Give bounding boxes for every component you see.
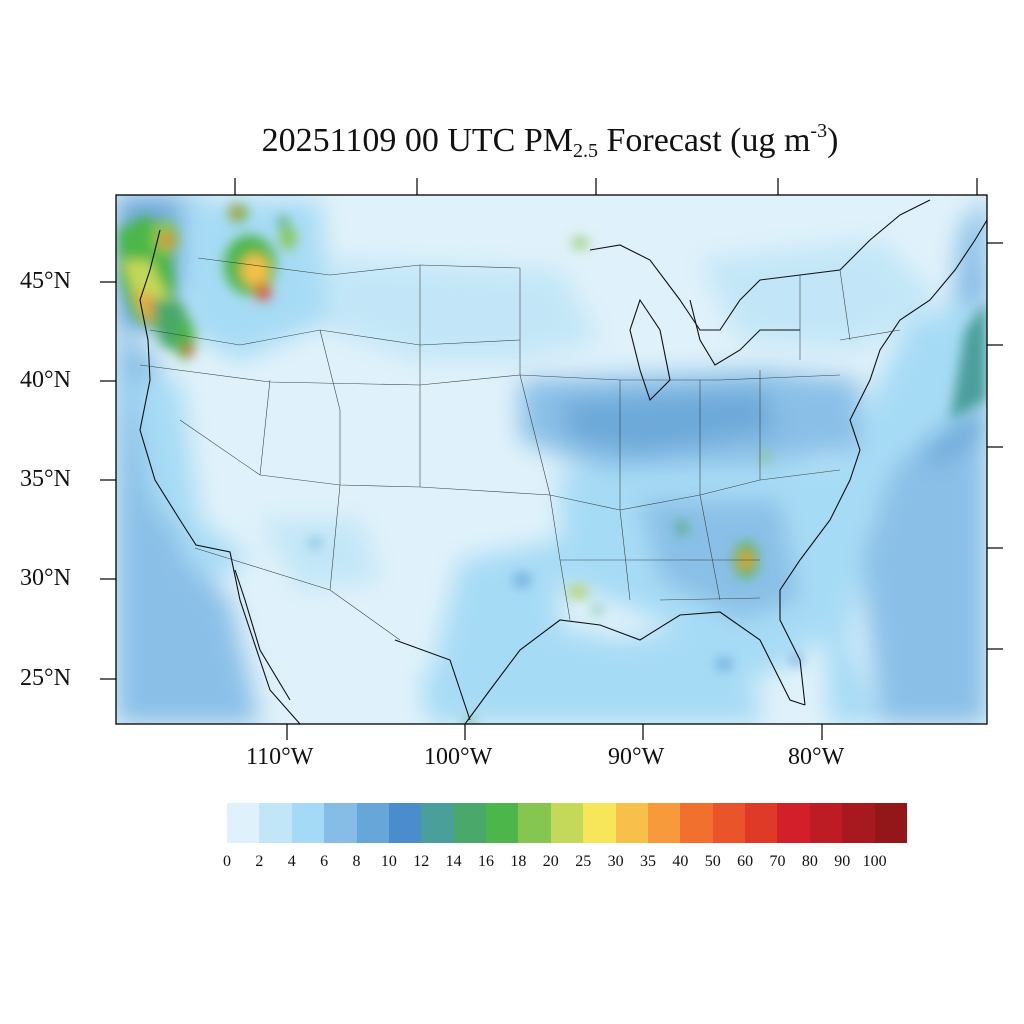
legend-swatch (421, 803, 454, 843)
title-superscript: -3 (810, 120, 828, 142)
legend-swatch (518, 803, 551, 843)
legend-tick-label: 0 (223, 853, 231, 870)
legend-swatch (291, 803, 325, 843)
legend-tick-label: 2 (255, 853, 264, 870)
lat-label-25: 25°N (20, 665, 71, 691)
title-subscript: 2.5 (572, 140, 598, 162)
left-ticks (100, 281, 116, 680)
top-ticks (234, 178, 978, 195)
legend-tick-label: 70 (769, 853, 786, 870)
legend-swatch (874, 803, 907, 843)
legend-tick-label: 10 (380, 853, 397, 870)
legend-swatch (388, 803, 422, 843)
title-middle: Forecast (ug m (597, 122, 811, 159)
right-ticks (987, 242, 1003, 650)
lon-label-110: 110°W (246, 744, 314, 770)
lat-label-30: 30°N (20, 565, 71, 591)
legend-swatch (712, 803, 745, 843)
title-prefix: 20251109 00 UTC PM (261, 122, 573, 159)
legend-tick-label: 35 (639, 853, 656, 870)
color-legend (227, 803, 907, 843)
bottom-ticks (286, 724, 823, 740)
state-boundaries (139, 257, 901, 641)
lon-label-80: 80°W (788, 744, 845, 770)
legend-swatch (680, 803, 713, 843)
legend-tick-label: 60 (737, 853, 754, 870)
legend-tick-label: 100 (862, 853, 887, 870)
legend-tick-label: 90 (834, 853, 851, 870)
legend-tick-label: 16 (478, 853, 495, 870)
legend-swatch (453, 803, 486, 843)
lat-label-40: 40°N (20, 367, 71, 393)
legend-tick-label: 18 (510, 853, 527, 870)
legend-tick-label: 14 (445, 853, 462, 870)
legend-tick-label: 25 (575, 853, 592, 870)
coastline (139, 199, 987, 724)
lon-label-90: 90°W (608, 744, 665, 770)
legend-swatch (842, 803, 875, 843)
legend-tick-label: 30 (607, 853, 624, 870)
legend-tick-label: 40 (672, 853, 689, 870)
lat-label-35: 35°N (20, 466, 71, 492)
legend-swatch (745, 803, 778, 843)
map-title: 20251109 00 UTC PM2.5 Forecast (ug m-3) (0, 120, 1024, 163)
legend-tick-label: 4 (287, 853, 296, 870)
map-frame (115, 194, 988, 725)
legend-swatch (259, 803, 292, 843)
legend-swatch (486, 803, 519, 843)
legend-tick-label: 80 (801, 853, 818, 870)
legend-swatch (227, 803, 260, 843)
legend-swatch (809, 803, 843, 843)
lon-label-100: 100°W (424, 744, 493, 770)
legend-tick-label: 50 (704, 853, 721, 870)
concentration-field (116, 195, 987, 724)
legend-swatch (550, 803, 584, 843)
legend-swatch (324, 803, 357, 843)
legend-tick-label: 6 (320, 853, 329, 870)
title-suffix: ) (827, 122, 839, 159)
legend-swatch (356, 803, 389, 843)
legend-tick-label: 8 (352, 853, 361, 870)
legend-swatch (615, 803, 648, 843)
legend-tick-label: 12 (413, 853, 430, 870)
legend-tick-label: 20 (542, 853, 559, 870)
legend-swatch (647, 803, 681, 843)
lat-label-45: 45°N (20, 268, 71, 294)
legend-swatch (777, 803, 810, 843)
legend-swatch (583, 803, 616, 843)
